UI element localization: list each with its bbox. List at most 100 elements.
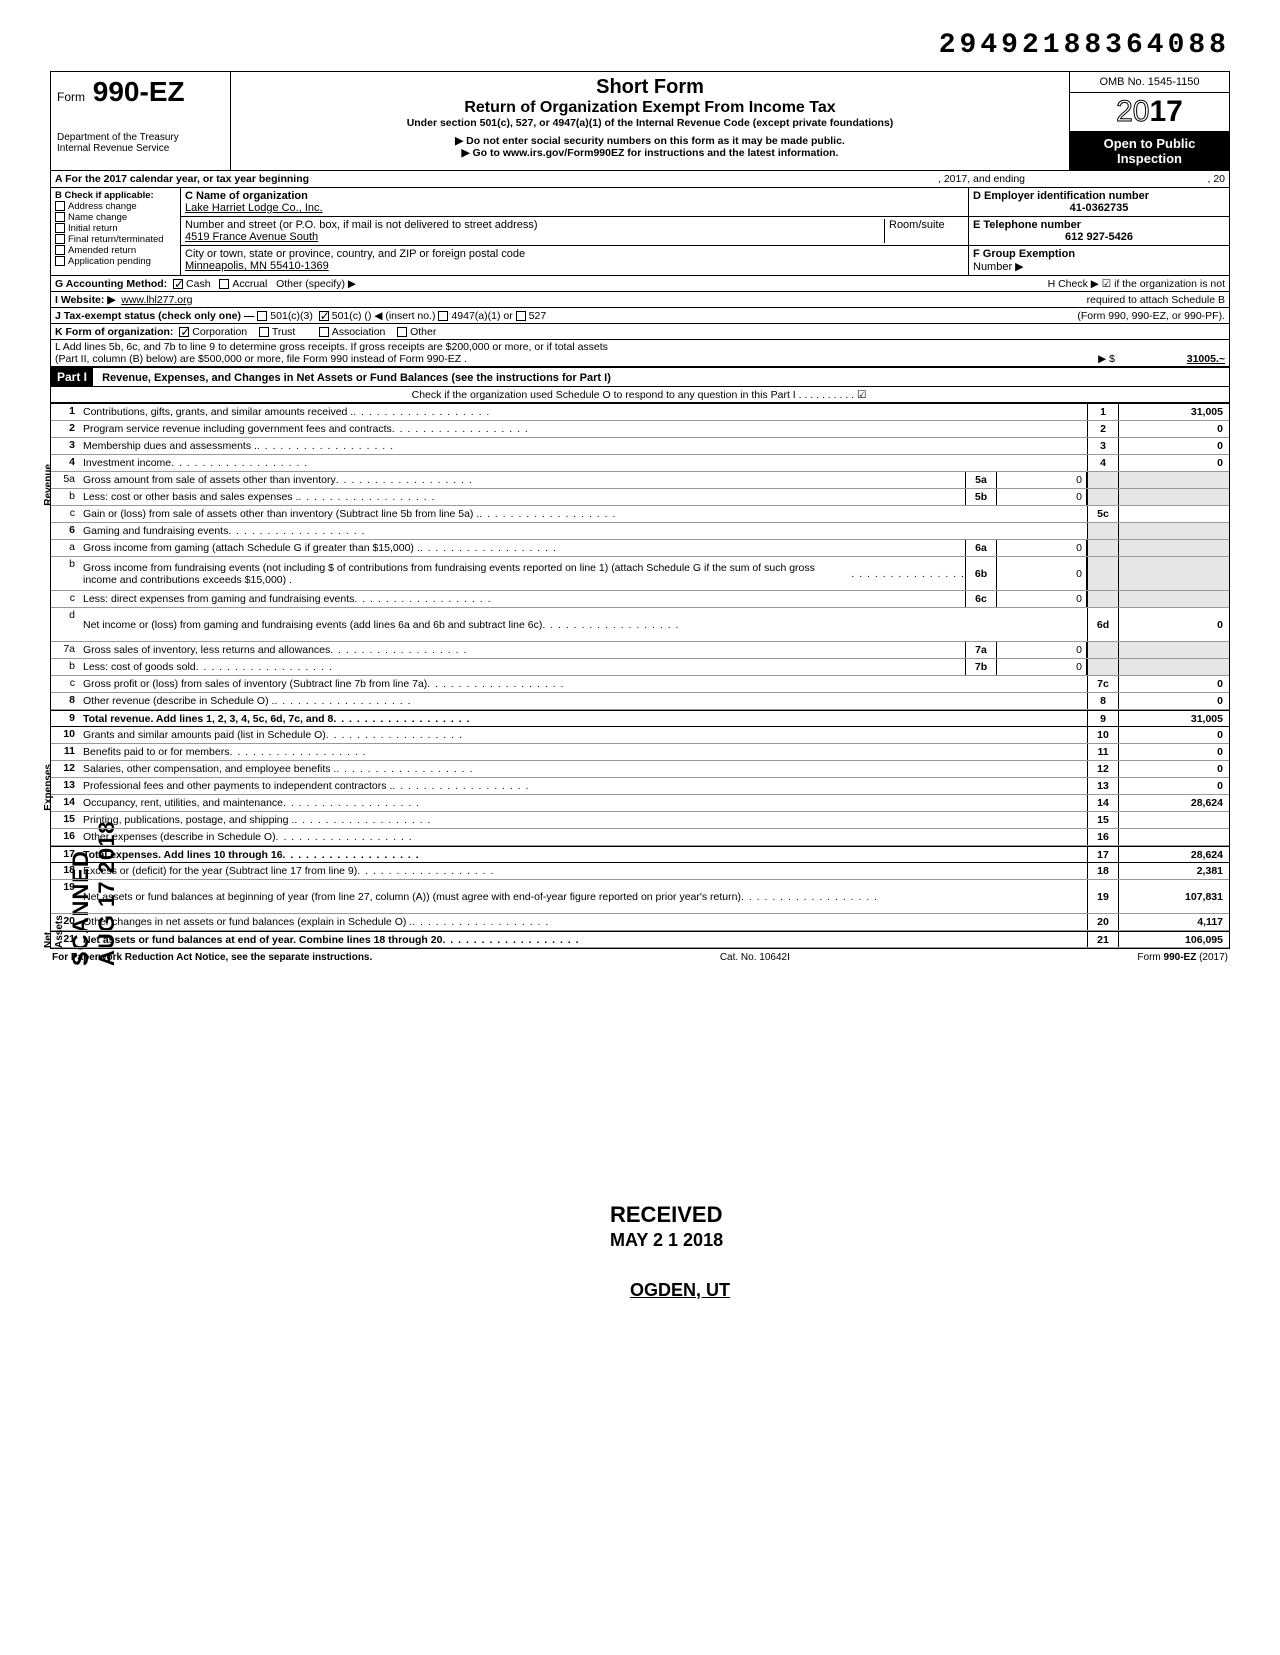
l-line1: L Add lines 5b, 6c, and 7b to line 9 to … bbox=[55, 341, 1225, 353]
line-1-rbox: 1 bbox=[1087, 404, 1119, 420]
line-11-rbox: 11 bbox=[1087, 744, 1119, 760]
line-6d-num: d bbox=[51, 608, 81, 641]
received-stamp: RECEIVED bbox=[610, 1202, 722, 1228]
line-6-rbox bbox=[1087, 523, 1119, 539]
phone-label: E Telephone number bbox=[973, 219, 1081, 231]
line-5a-rbox bbox=[1087, 472, 1119, 488]
line-6b-midval: 0 bbox=[997, 557, 1087, 590]
k-label: K Form of organization: bbox=[55, 326, 173, 338]
chk-501c[interactable] bbox=[319, 311, 329, 321]
city-value: Minneapolis, MN 55410-1369 bbox=[185, 260, 329, 272]
line-6b-rval bbox=[1119, 557, 1229, 590]
line-21-rbox: 21 bbox=[1087, 932, 1119, 947]
form-title-block: Short Form Return of Organization Exempt… bbox=[231, 72, 1069, 170]
line-7b: bLess: cost of goods sold7b0 bbox=[51, 659, 1229, 676]
line-11-value: 0 bbox=[1119, 744, 1229, 760]
row-g-accounting: G Accounting Method: Cash Accrual Other … bbox=[51, 276, 1229, 292]
chk-cash[interactable] bbox=[173, 279, 183, 289]
room-label: Room/suite bbox=[889, 219, 945, 231]
line-5b-num: b bbox=[51, 489, 81, 505]
row-j-tax-status: J Tax-exempt status (check only one) — 5… bbox=[51, 308, 1229, 324]
row-l-gross-receipts: L Add lines 5b, 6c, and 7b to line 9 to … bbox=[51, 340, 1229, 367]
line-7a-rval bbox=[1119, 642, 1229, 658]
line-14-num: 14 bbox=[51, 795, 81, 811]
line-6-rval bbox=[1119, 523, 1229, 539]
line-21: 21Net assets or fund balances at end of … bbox=[51, 931, 1229, 948]
chk-accrual[interactable] bbox=[219, 279, 229, 289]
ogden-stamp: OGDEN, UT bbox=[630, 1280, 730, 1301]
line-8-num: 8 bbox=[51, 693, 81, 709]
line-10: 10Grants and similar amounts paid (list … bbox=[51, 727, 1229, 744]
side-net-assets: Net Assets bbox=[43, 914, 65, 948]
chk-final-return[interactable] bbox=[55, 234, 65, 244]
line-7b-midlabel: 7b bbox=[965, 659, 997, 675]
line-15-value bbox=[1119, 812, 1229, 828]
footer-right: Form 990-EZ (2017) bbox=[1137, 952, 1228, 963]
line-2: 2Program service revenue including gover… bbox=[51, 421, 1229, 438]
line-7a-midval: 0 bbox=[997, 642, 1087, 658]
line-3-num: 3 bbox=[51, 438, 81, 454]
open-to-public: Open to Public Inspection bbox=[1070, 132, 1229, 170]
line-6c-desc: Less: direct expenses from gaming and fu… bbox=[81, 591, 965, 607]
chk-trust[interactable] bbox=[259, 327, 269, 337]
line-1-desc: Contributions, gifts, grants, and simila… bbox=[81, 404, 1087, 420]
line-21-desc: Net assets or fund balances at end of ye… bbox=[81, 932, 1087, 947]
line-19-num: 19 bbox=[51, 880, 81, 913]
chk-name-change[interactable] bbox=[55, 212, 65, 222]
line-6c-midlabel: 6c bbox=[965, 591, 997, 607]
line-17: 17Total expenses. Add lines 10 through 1… bbox=[51, 846, 1229, 863]
chk-corporation[interactable] bbox=[179, 327, 189, 337]
line-7b-desc: Less: cost of goods sold bbox=[81, 659, 965, 675]
chk-527[interactable] bbox=[516, 311, 526, 321]
chk-501c3[interactable] bbox=[257, 311, 267, 321]
chk-application-pending[interactable] bbox=[55, 256, 65, 266]
line-10-rbox: 10 bbox=[1087, 727, 1119, 743]
line-17-desc: Total expenses. Add lines 10 through 16 bbox=[81, 847, 1087, 862]
line-6a-midval: 0 bbox=[997, 540, 1087, 556]
line-12-rbox: 12 bbox=[1087, 761, 1119, 777]
line-3-rbox: 3 bbox=[1087, 438, 1119, 454]
line-5c-desc: Gain or (loss) from sale of assets other… bbox=[81, 506, 1087, 522]
chk-association[interactable] bbox=[319, 327, 329, 337]
line-3-desc: Membership dues and assessments . bbox=[81, 438, 1087, 454]
chk-other-org[interactable] bbox=[397, 327, 407, 337]
line-19-value: 107,831 bbox=[1119, 880, 1229, 913]
group-exemption-label: F Group Exemption bbox=[973, 248, 1075, 260]
line-8: 8Other revenue (describe in Schedule O) … bbox=[51, 693, 1229, 710]
chk-address-change[interactable] bbox=[55, 201, 65, 211]
line-7a-desc: Gross sales of inventory, less returns a… bbox=[81, 642, 965, 658]
line-2-desc: Program service revenue including govern… bbox=[81, 421, 1087, 437]
row-a-end: , 20 bbox=[1029, 171, 1229, 187]
line-5c-value bbox=[1119, 506, 1229, 522]
row-a-label: A For the 2017 calendar year, or tax yea… bbox=[55, 173, 309, 185]
line-7a-num: 7a bbox=[51, 642, 81, 658]
line-13-rbox: 13 bbox=[1087, 778, 1119, 794]
h-line3: (Form 990, 990-EZ, or 990-PF). bbox=[1077, 310, 1225, 322]
line-13: 13Professional fees and other payments t… bbox=[51, 778, 1229, 795]
line-7c-rbox: 7c bbox=[1087, 676, 1119, 692]
line-6-num: 6 bbox=[51, 523, 81, 539]
line-6d-desc: Net income or (loss) from gaming and fun… bbox=[81, 608, 1087, 641]
chk-4947a1[interactable] bbox=[438, 311, 448, 321]
line-5b-rval bbox=[1119, 489, 1229, 505]
line-6c: cLess: direct expenses from gaming and f… bbox=[51, 591, 1229, 608]
line-7c: cGross profit or (loss) from sales of in… bbox=[51, 676, 1229, 693]
line-17-value: 28,624 bbox=[1119, 847, 1229, 862]
row-k-form-org: K Form of organization: Corporation Trus… bbox=[51, 324, 1229, 340]
line-6a-rbox bbox=[1087, 540, 1119, 556]
line-9-value: 31,005 bbox=[1119, 711, 1229, 726]
ein-label: D Employer identification number bbox=[973, 190, 1149, 202]
line-4-rbox: 4 bbox=[1087, 455, 1119, 471]
line-13-value: 0 bbox=[1119, 778, 1229, 794]
chk-initial-return[interactable] bbox=[55, 223, 65, 233]
line-10-value: 0 bbox=[1119, 727, 1229, 743]
line-20-desc: Other changes in net assets or fund bala… bbox=[81, 914, 1087, 930]
line-6c-rval bbox=[1119, 591, 1229, 607]
line-6c-midval: 0 bbox=[997, 591, 1087, 607]
ssn-warning: ▶ Do not enter social security numbers o… bbox=[237, 135, 1063, 147]
chk-amended-return[interactable] bbox=[55, 245, 65, 255]
line-5b-midval: 0 bbox=[997, 489, 1087, 505]
line-7a-midlabel: 7a bbox=[965, 642, 997, 658]
title-short-form: Short Form bbox=[237, 76, 1063, 99]
line-5c: cGain or (loss) from sale of assets othe… bbox=[51, 506, 1229, 523]
